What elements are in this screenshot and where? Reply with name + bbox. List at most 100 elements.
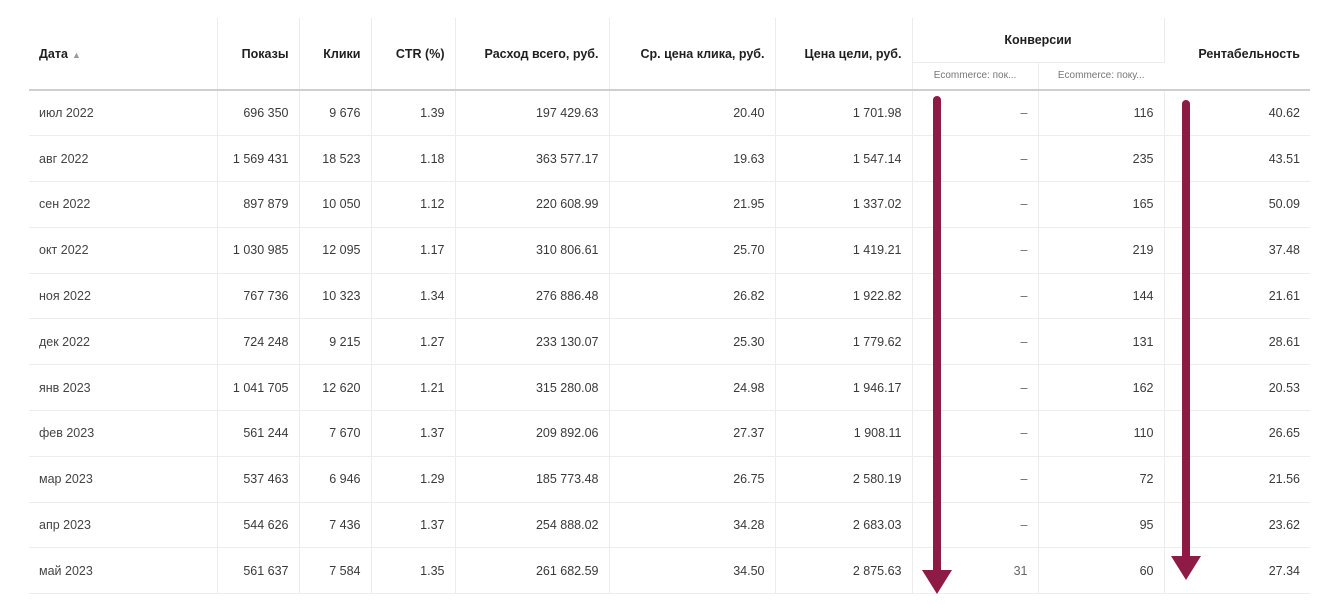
cell-profitability: 40.62	[1164, 90, 1310, 137]
cell-total-spend: 197 429.63	[455, 90, 610, 137]
table-body: июл 2022 696 350 9 676 1.39 197 429.63 20.40 1…	[29, 90, 1310, 595]
cell-conversion-1: –	[912, 410, 1039, 457]
table-row[interactable]: дек 2022 724 248 9 215 1.27 233 130.07 25.30 1…	[29, 318, 1310, 366]
cell-impressions: 1 030 985	[217, 227, 300, 274]
table-row[interactable]: фев 2023 561 244 7 670 1.37 209 892.06 27.37 1…	[29, 410, 1310, 457]
cell-goal-price: 1 337.02	[775, 181, 913, 228]
cell-date: окт 2022	[29, 227, 218, 274]
cell-conversion-1: –	[912, 181, 1039, 228]
cell-conversion-2: 144	[1038, 273, 1165, 320]
cell-clicks: 10 050	[299, 181, 372, 228]
table-row[interactable]: авг 2022 1 569 431 18 523 1.18 363 577.17 19.…	[29, 135, 1310, 183]
cell-total-spend: 185 773.48	[455, 456, 610, 503]
cell-profitability: 26.65	[1164, 410, 1310, 457]
cell-impressions: 537 463	[217, 456, 300, 503]
cell-total-spend: 363 577.17	[455, 135, 610, 183]
column-header-avg-click-price[interactable]: Ср. цена клика, руб.	[609, 18, 776, 90]
cell-avg-click-price: 27.37	[609, 410, 776, 457]
table-row[interactable]: апр 2023 544 626 7 436 1.37 254 888.02 34.28 2…	[29, 502, 1310, 549]
column-header-conversions[interactable]: Конверсии	[912, 18, 1165, 62]
cell-ctr: 1.27	[371, 318, 456, 366]
cell-conversion-1: –	[912, 90, 1039, 137]
cell-profitability: 50.09	[1164, 181, 1310, 228]
cell-goal-price: 2 683.03	[775, 502, 913, 549]
cell-date: янв 2023	[29, 364, 218, 412]
cell-goal-price: 2 580.19	[775, 456, 913, 503]
cell-goal-price: 1 419.21	[775, 227, 913, 274]
cell-goal-price: 1 946.17	[775, 364, 913, 412]
cell-ctr: 1.12	[371, 181, 456, 228]
cell-date: авг 2022	[29, 135, 218, 183]
cell-conversion-2: 131	[1038, 318, 1165, 366]
cell-impressions: 724 248	[217, 318, 300, 366]
column-header-goal-price[interactable]: Цена цели, руб.	[775, 18, 913, 90]
column-header-date-label: Дата	[39, 46, 68, 61]
cell-avg-click-price: 26.75	[609, 456, 776, 503]
table-row[interactable]: окт 2022 1 030 985 12 095 1.17 310 806.61 25.…	[29, 227, 1310, 274]
cell-total-spend: 310 806.61	[455, 227, 610, 274]
cell-goal-price: 2 875.63	[775, 547, 913, 595]
column-header-clicks[interactable]: Клики	[299, 18, 372, 90]
cell-conversion-1: –	[912, 318, 1039, 366]
cell-date: июл 2022	[29, 90, 218, 137]
cell-date: апр 2023	[29, 502, 218, 549]
cell-impressions: 897 879	[217, 181, 300, 228]
cell-ctr: 1.29	[371, 456, 456, 503]
cell-avg-click-price: 24.98	[609, 364, 776, 412]
cell-impressions: 561 637	[217, 547, 300, 595]
cell-ctr: 1.21	[371, 364, 456, 412]
cell-goal-price: 1 922.82	[775, 273, 913, 320]
table-row[interactable]: сен 2022 897 879 10 050 1.12 220 608.99 21.95…	[29, 181, 1310, 228]
cell-conversion-2: 116	[1038, 90, 1165, 137]
cell-conversion-1: –	[912, 502, 1039, 549]
column-header-ctr[interactable]: CTR (%)	[371, 18, 456, 90]
column-header-total-spend[interactable]: Расход всего, руб.	[455, 18, 610, 90]
cell-clicks: 9 676	[299, 90, 372, 137]
statistics-table: Дата ▲ Показы Клики CTR (%) Расход всего,…	[29, 18, 1310, 595]
cell-conversion-2: 165	[1038, 181, 1165, 228]
cell-conversion-1: –	[912, 364, 1039, 412]
cell-date: мар 2023	[29, 456, 218, 503]
column-header-profitability[interactable]: Рентабельность	[1198, 46, 1300, 61]
cell-date: фев 2023	[29, 410, 218, 457]
cell-conversion-1: –	[912, 456, 1039, 503]
table-row[interactable]: мар 2023 537 463 6 946 1.29 185 773.48 26.75 2…	[29, 456, 1310, 503]
cell-conversion-2: 219	[1038, 227, 1165, 274]
cell-clicks: 7 670	[299, 410, 372, 457]
cell-clicks: 7 436	[299, 502, 372, 549]
column-header-conversion-ecommerce-2[interactable]: Ecommerce: поку...	[1038, 61, 1164, 90]
table-row[interactable]: июл 2022 696 350 9 676 1.39 197 429.63 20.40 1…	[29, 90, 1310, 137]
cell-total-spend: 209 892.06	[455, 410, 610, 457]
cell-total-spend: 233 130.07	[455, 318, 610, 366]
table-row[interactable]: май 2023 561 637 7 584 1.35 261 682.59 34.50 2…	[29, 547, 1310, 595]
cell-profitability: 28.61	[1164, 318, 1310, 366]
cell-clicks: 7 584	[299, 547, 372, 595]
cell-profitability: 21.56	[1164, 456, 1310, 503]
cell-conversion-2: 110	[1038, 410, 1165, 457]
table-row[interactable]: янв 2023 1 041 705 12 620 1.21 315 280.08 24.…	[29, 364, 1310, 412]
cell-profitability: 21.61	[1164, 273, 1310, 320]
cell-date: ноя 2022	[29, 273, 218, 320]
table-row[interactable]: ноя 2022 767 736 10 323 1.34 276 886.48 26.82…	[29, 273, 1310, 320]
cell-clicks: 10 323	[299, 273, 372, 320]
cell-impressions: 1 569 431	[217, 135, 300, 183]
cell-avg-click-price: 34.28	[609, 502, 776, 549]
cell-profitability: 27.34	[1164, 547, 1310, 595]
column-header-date[interactable]: Дата ▲	[29, 18, 218, 90]
cell-total-spend: 220 608.99	[455, 181, 610, 228]
cell-ctr: 1.37	[371, 410, 456, 457]
cell-ctr: 1.18	[371, 135, 456, 183]
cell-ctr: 1.39	[371, 90, 456, 137]
cell-clicks: 9 215	[299, 318, 372, 366]
cell-ctr: 1.34	[371, 273, 456, 320]
cell-avg-click-price: 26.82	[609, 273, 776, 320]
cell-impressions: 1 041 705	[217, 364, 300, 412]
column-header-conversion-ecommerce-1[interactable]: Ecommerce: пок...	[912, 61, 1039, 90]
cell-conversion-1: –	[912, 227, 1039, 274]
column-header-impressions[interactable]: Показы	[217, 18, 300, 90]
cell-conversion-2: 95	[1038, 502, 1165, 549]
sort-ascending-icon[interactable]: ▲	[71, 49, 81, 60]
cell-goal-price: 1 701.98	[775, 90, 913, 137]
cell-avg-click-price: 25.30	[609, 318, 776, 366]
cell-conversion-2: 235	[1038, 135, 1165, 183]
